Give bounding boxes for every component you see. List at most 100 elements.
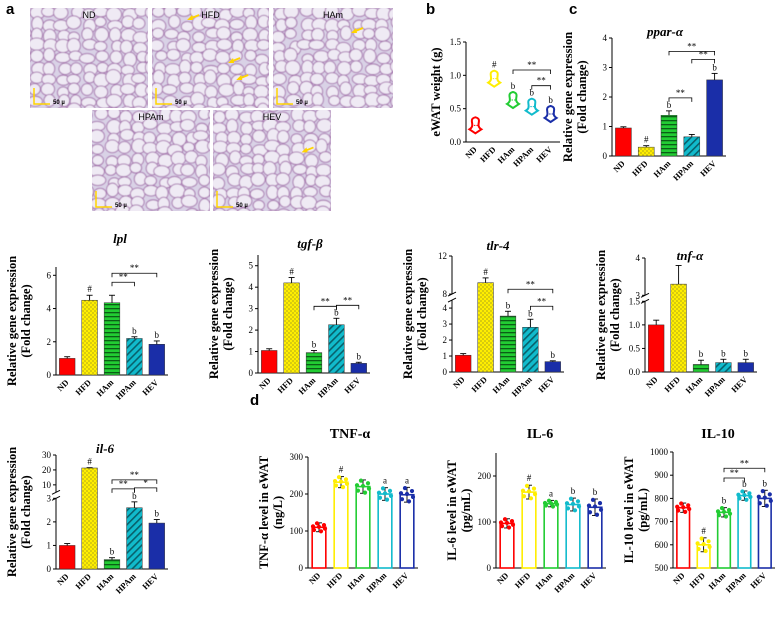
significance-label: b <box>744 348 749 358</box>
adipocyte <box>30 29 32 37</box>
bar-hfd <box>333 481 349 569</box>
bar-nd <box>59 358 76 376</box>
adipocyte <box>78 120 91 134</box>
data-point <box>316 524 322 529</box>
adipocyte <box>308 39 325 51</box>
adipocyte <box>92 143 105 155</box>
data-point <box>768 498 773 503</box>
significance-bracket <box>723 467 766 473</box>
data-point <box>744 497 749 502</box>
adipocyte <box>265 74 269 86</box>
adipocyte <box>180 163 195 177</box>
adipocyte <box>256 39 269 51</box>
adipocyte <box>146 31 148 42</box>
adipocyte <box>213 162 227 176</box>
adipocyte <box>66 37 81 54</box>
adipocyte <box>273 8 276 16</box>
bar-hev <box>544 361 561 373</box>
y-tick-label: 100 <box>290 526 304 536</box>
adipocyte <box>300 195 318 210</box>
adipocyte <box>92 0 108 7</box>
adipocyte <box>207 140 210 151</box>
adipocyte <box>362 27 376 40</box>
scale-bar <box>95 191 112 208</box>
y-tick-label: 1.5 <box>450 37 462 47</box>
adipocyte <box>273 106 274 108</box>
adipocyte <box>391 32 393 41</box>
adipocyte <box>96 62 109 74</box>
x-tick-label: HPAm <box>113 571 137 595</box>
bar-hfd <box>477 282 494 373</box>
significance-label: b <box>742 479 747 489</box>
data-point <box>676 508 681 513</box>
adipocyte <box>310 104 325 108</box>
y-tick-label: 1000 <box>650 447 669 457</box>
adipocyte <box>131 121 145 134</box>
adipocyte <box>80 0 96 7</box>
x-tick-label: HFD <box>630 158 650 178</box>
significance-bracket-label: ** <box>730 468 740 478</box>
significance-bracket-label: ** <box>537 76 547 86</box>
data-point <box>362 490 368 495</box>
adipocyte <box>351 0 367 7</box>
data-point <box>587 510 593 515</box>
adipocyte <box>213 176 226 190</box>
y-tick-label: 5 <box>249 261 254 271</box>
data-point <box>767 492 772 497</box>
significance-label: # <box>339 465 344 475</box>
significance-bracket <box>336 304 360 310</box>
y-tick-label: 2 <box>249 325 254 335</box>
x-tick-label: HPAm <box>723 570 747 594</box>
y-tick-label: 1.0 <box>450 70 462 80</box>
adipocyte <box>152 55 154 64</box>
significance-bracket-label: ** <box>321 296 331 306</box>
adipocyte <box>292 163 308 175</box>
data-point <box>564 501 570 506</box>
scale-bar-label: 50 µ <box>296 100 308 106</box>
data-point <box>548 501 554 506</box>
data-point <box>554 502 560 507</box>
adipocyte-cells <box>152 8 269 108</box>
chart-il-10-elisa: 500 600 700 800 900 1000 IL-10 level in eWAT (p… <box>622 427 775 595</box>
significance-label: b <box>132 491 137 501</box>
adipocyte <box>275 172 291 186</box>
adipocyte <box>180 21 194 32</box>
data-point <box>764 503 769 508</box>
axis-break-mark <box>447 297 457 303</box>
adipocyte <box>284 16 298 29</box>
bar-hev <box>148 344 165 376</box>
significance-label: # <box>87 284 92 294</box>
y-tick-label: 4 <box>603 33 608 43</box>
adipocyte <box>349 60 363 73</box>
adipocyte <box>136 61 148 74</box>
significance-bracket <box>723 477 745 482</box>
y-tick-label: 1 <box>47 540 52 550</box>
adipocyte <box>157 206 173 211</box>
adipocyte <box>376 52 391 65</box>
data-point <box>321 522 327 528</box>
bar-hpam <box>715 362 732 373</box>
adipocyte <box>253 84 269 99</box>
significance-bracket <box>507 288 554 294</box>
data-point <box>686 503 691 508</box>
significance-label: b <box>548 95 553 105</box>
y-tick-label: 4 <box>249 282 254 292</box>
significance-bracket-label: ** <box>740 458 750 468</box>
adipocyte <box>152 66 155 75</box>
data-point <box>736 492 741 497</box>
data-point <box>504 520 510 526</box>
y-axis-label: Relative gene expression <box>401 249 415 379</box>
adipocyte <box>92 154 104 166</box>
adipocyte <box>311 27 325 42</box>
adipocyte <box>129 162 143 174</box>
adipocyte <box>239 143 253 155</box>
data-point <box>333 483 339 488</box>
adipocyte <box>79 53 96 64</box>
adipocyte <box>133 105 145 108</box>
y-tick-label: 800 <box>655 493 669 503</box>
adipocyte <box>207 110 210 119</box>
bar-nd <box>261 350 278 374</box>
adipocyte <box>17 62 30 72</box>
arrow-icon-head <box>351 28 357 33</box>
